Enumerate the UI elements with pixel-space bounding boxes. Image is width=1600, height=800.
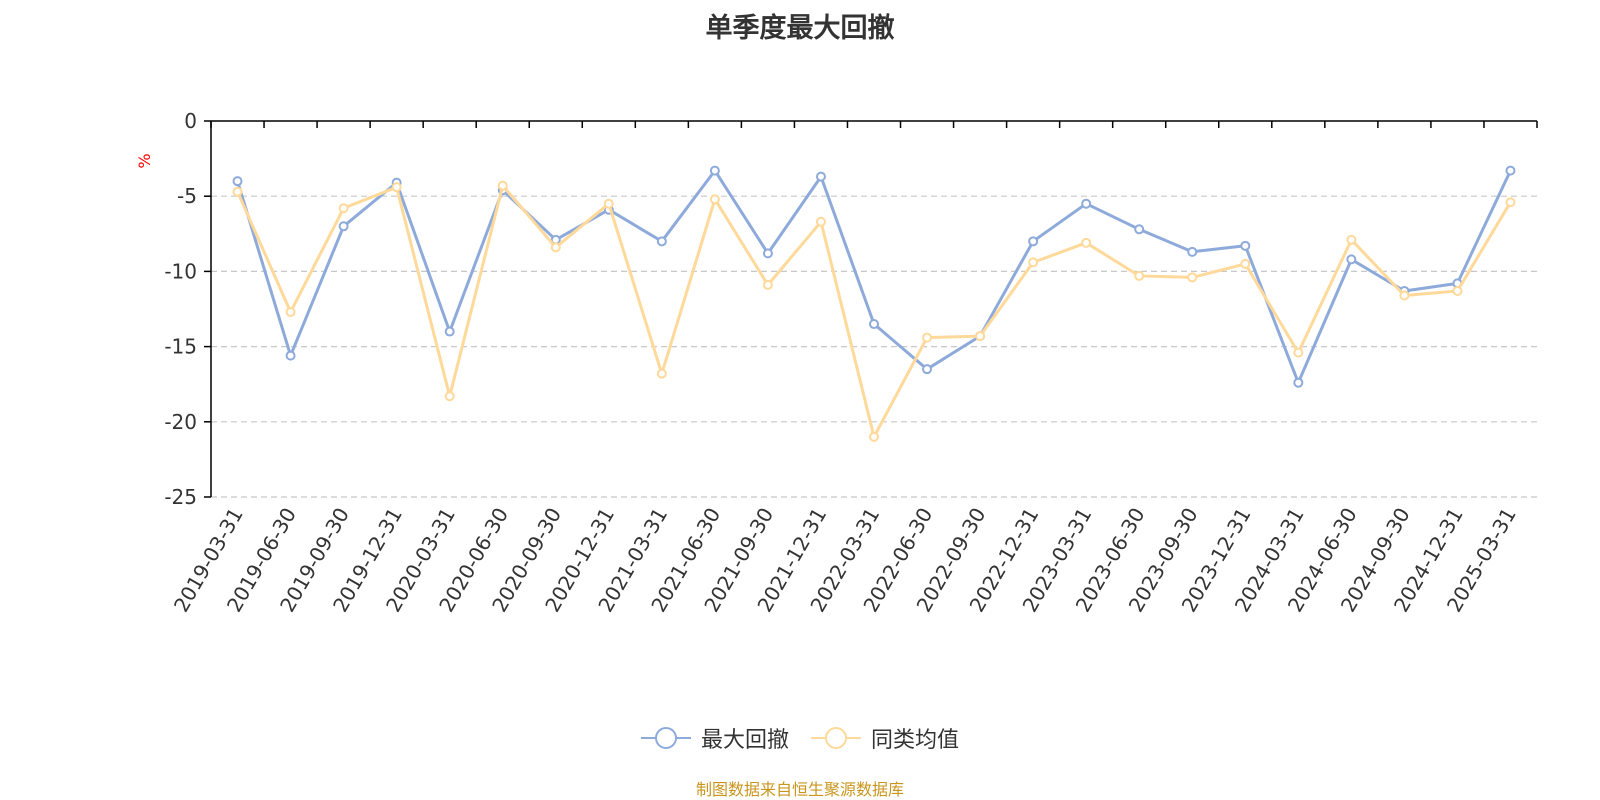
chart-title: 单季度最大回撤	[705, 13, 895, 44]
data-point[interactable]	[1028, 257, 1039, 268]
data-point[interactable]	[1293, 377, 1304, 388]
series-line-2	[236, 184, 1512, 439]
data-point[interactable]	[1134, 224, 1145, 235]
legend-item-series-2[interactable]: 同类均值	[811, 722, 959, 754]
data-point[interactable]	[1028, 236, 1039, 247]
data-point[interactable]	[444, 326, 455, 337]
data-point[interactable]	[1081, 198, 1092, 209]
data-point[interactable]	[1240, 240, 1251, 251]
y-tick-label: -5	[177, 184, 197, 208]
data-point[interactable]	[497, 180, 508, 191]
data-point[interactable]	[550, 242, 561, 253]
data-point[interactable]	[338, 221, 349, 232]
legend-label-series-2: 同类均值	[871, 728, 960, 753]
series-2	[232, 180, 1516, 442]
data-point[interactable]	[709, 165, 720, 176]
data-point[interactable]	[1346, 254, 1357, 265]
data-point[interactable]	[975, 331, 986, 342]
data-point[interactable]	[762, 279, 773, 290]
data-point[interactable]	[1240, 258, 1251, 269]
data-point[interactable]	[922, 364, 933, 375]
y-tick-label: -10	[164, 259, 197, 283]
data-point[interactable]	[656, 236, 667, 247]
y-tick-label: 0	[184, 109, 197, 133]
data-point[interactable]	[1187, 272, 1198, 283]
data-point[interactable]	[285, 307, 296, 318]
y-axis-unit-label: %	[135, 153, 154, 168]
data-point[interactable]	[1134, 270, 1145, 281]
data-point[interactable]	[1081, 237, 1092, 248]
grid-lines	[211, 195, 1537, 498]
data-point[interactable]	[869, 319, 879, 330]
data-point[interactable]	[1452, 285, 1463, 296]
series-line-1	[236, 169, 1512, 385]
axes: 0-5-10-15-20-252019-03-312019-06-302019-…	[164, 109, 1538, 616]
data-point[interactable]	[869, 431, 879, 442]
data-point[interactable]	[762, 248, 773, 259]
legend-item-series-1[interactable]: 最大回撤	[640, 722, 789, 754]
data-point[interactable]	[603, 198, 614, 209]
legend-marker-series-1	[640, 727, 691, 749]
data-point[interactable]	[922, 332, 933, 343]
y-tick-label: -25	[164, 485, 197, 509]
data-point[interactable]	[232, 176, 243, 187]
data-source-note: 制图数据来自恒生聚源数据库	[695, 780, 904, 799]
data-point[interactable]	[1346, 234, 1357, 245]
data-point[interactable]	[815, 171, 826, 182]
data-point[interactable]	[709, 194, 720, 205]
legend: 最大回撤 同类均值	[0, 722, 1600, 754]
data-point[interactable]	[656, 368, 667, 379]
y-tick-label: -15	[164, 335, 197, 359]
series-lines	[232, 165, 1516, 442]
data-point[interactable]	[1187, 246, 1198, 257]
legend-label-series-1: 最大回撤	[700, 728, 789, 753]
data-point[interactable]	[338, 203, 349, 214]
data-point[interactable]	[444, 391, 455, 402]
data-point[interactable]	[1505, 165, 1516, 176]
data-point[interactable]	[1505, 197, 1516, 208]
data-point[interactable]	[815, 216, 826, 227]
legend-marker-series-2	[811, 727, 861, 749]
data-point[interactable]	[391, 182, 402, 193]
data-point[interactable]	[1399, 290, 1410, 301]
data-point[interactable]	[1293, 347, 1304, 358]
data-point[interactable]	[285, 350, 296, 361]
y-tick-label: -20	[164, 410, 197, 434]
data-point[interactable]	[232, 186, 243, 197]
series-1	[232, 165, 1516, 388]
